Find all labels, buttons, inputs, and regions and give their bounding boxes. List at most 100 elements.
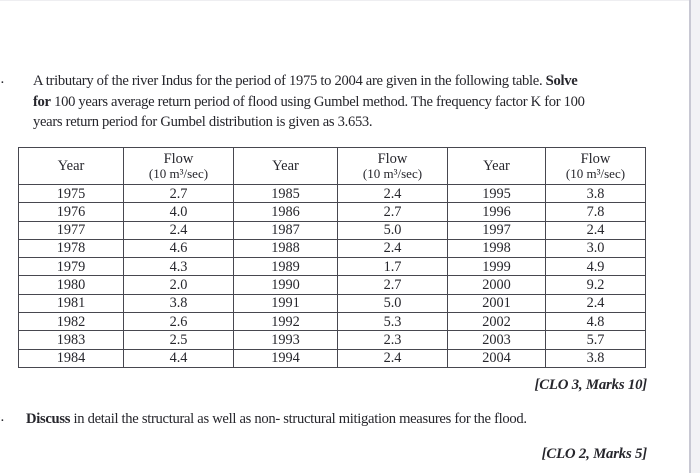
year-cell: 1978 [18,238,124,259]
table-row: 1978 4.6 1988 2.4 1998 3.0 [18,238,646,259]
year-cell: 1995 [447,183,546,204]
year-cell: 1991 [233,293,338,314]
table-row: 1977 2.4 1987 5.0 1997 2.4 [18,220,646,240]
year-cell: 1980 [18,275,124,295]
flow-header: Flow (10 m³/sec) [123,147,234,185]
flow-table-body: 1975 2.7 1985 2.4 1995 3.8 1976 4.0 1986 2.7 1996… [18,183,646,368]
year-cell: 2001 [447,293,546,314]
year-header: Year [18,147,124,185]
table-row: 1982 2.6 1992 5.3 2002 4.8 [18,312,646,332]
year-cell: 1988 [233,238,338,259]
year-cell: 1987 [233,220,338,240]
year-cell: 1986 [233,202,338,222]
page-gutter [691,0,700,473]
question-5-line-1-bold: Solve [545,73,578,89]
question-6-bold: Discuss [26,411,71,427]
year-cell: 1982 [18,312,124,332]
question-5-line-2-bold: for [33,93,51,110]
question-6-number: 6. [0,409,5,425]
year-cell: 1997 [447,220,546,240]
flow-cell: 4.3 [123,257,234,277]
question-6: 6. Discuss in detail the structural as w… [0,409,660,430]
flow-cell: 4.8 [545,312,646,332]
question-5: 5. A tributary of the river Indus for th… [0,71,660,133]
flow-table-header: Year Flow (10 m³/sec) Year Flow (10 m³/sec… [18,147,646,185]
flow-cell: 2.5 [123,330,234,350]
flow-cell: 4.9 [545,257,646,277]
flow-cell: 2.6 [123,312,234,332]
question-6-line-1: Discuss in detail the structural as well… [26,409,660,430]
table-row: 1979 4.3 1989 1.7 1999 4.9 [18,257,646,277]
flow-cell: 2.7 [123,183,234,204]
year-cell: 1996 [447,202,546,222]
flow-cell: 2.4 [545,220,646,240]
clo2-marks-label: [CLO 2, Marks 5] [541,446,648,462]
flow-cell: 2.4 [337,238,448,259]
year-cell: 1998 [447,238,546,259]
flow-cell: 5.3 [337,312,448,332]
year-header: Year [233,147,338,185]
year-cell: 1979 [18,257,124,277]
page-edge-line [689,0,691,473]
year-cell: 2004 [447,348,546,368]
year-cell: 1976 [18,202,124,222]
year-cell: 1990 [233,275,338,295]
table-row: 1975 2.7 1985 2.4 1995 3.8 [18,183,646,204]
flow-cell: 2.4 [123,220,234,240]
year-cell: 1983 [18,330,124,350]
flow-unit: (10 m³/sec) [565,165,626,181]
question-5-line-3: years return period for Gumbel distribut… [33,112,660,133]
flow-cell: 3.8 [545,348,646,368]
question-5-line-1-normal: A tributary of the river Indus for the p… [33,73,546,89]
year-cell: 1975 [18,183,124,204]
year-cell: 1984 [18,348,124,368]
question-6-text: Discuss in detail the structural as well… [26,409,660,430]
flow-cell: 5.7 [545,330,646,350]
flow-cell: 2.4 [337,348,448,368]
flow-data-table: Year Flow (10 m³/sec) Year Flow (10 m³/sec… [18,147,646,368]
year-cell: 2002 [447,312,546,332]
flow-unit: (10 m³/sec) [148,165,209,181]
question-5-line-1: A tributary of the river Indus for the p… [33,71,660,92]
question-5-line-2: for 100 years average return period of f… [33,92,660,113]
flow-cell: 3.8 [545,183,646,204]
flow-cell: 2.7 [337,202,448,222]
year-cell: 1999 [447,257,546,277]
table-row: 1983 2.5 1993 2.3 2003 5.7 [18,330,646,350]
flow-cell: 9.2 [545,275,646,295]
year-cell: 1994 [233,348,338,368]
flow-cell: 5.0 [337,220,448,240]
question-5-text: A tributary of the river Indus for the p… [33,71,660,133]
flow-cell: 4.4 [123,348,234,368]
year-cell: 1981 [18,293,124,314]
flow-cell: 5.0 [337,293,448,314]
flow-cell: 4.0 [123,202,234,222]
page-top-rule [0,0,700,1]
flow-header: Flow (10 m³/sec) [545,147,646,185]
flow-cell: 1.7 [337,257,448,277]
table-row: 1980 2.0 1990 2.7 2000 9.2 [18,275,646,295]
flow-cell: 4.6 [123,238,234,259]
year-cell: 2000 [447,275,546,295]
flow-cell: 2.3 [337,330,448,350]
clo3-marks-label: [CLO 3, Marks 10] [534,377,647,393]
table-row: 1984 4.4 1994 2.4 2004 3.8 [18,348,646,368]
year-cell: 1992 [233,312,338,332]
flow-cell: 2.4 [545,293,646,314]
year-cell: 1977 [18,220,124,240]
flow-cell: 3.8 [123,293,234,314]
year-header: Year [447,147,546,185]
question-5-line-2-normal: 100 years average return period of flood… [50,93,585,110]
header-row: Year Flow (10 m³/sec) Year Flow (10 m³/sec… [18,147,646,185]
year-cell: 1985 [233,183,338,204]
year-cell: 1989 [233,257,338,277]
flow-cell: 2.4 [337,183,448,204]
table-row: 1981 3.8 1991 5.0 2001 2.4 [18,293,646,314]
flow-cell: 2.7 [337,275,448,295]
year-cell: 2003 [447,330,546,350]
flow-cell: 7.8 [545,202,646,222]
year-cell: 1993 [233,330,338,350]
flow-header: Flow (10 m³/sec) [337,147,448,185]
flow-cell: 3.0 [545,238,646,259]
question-5-line-3-normal: years return period for Gumbel distribut… [33,114,373,131]
